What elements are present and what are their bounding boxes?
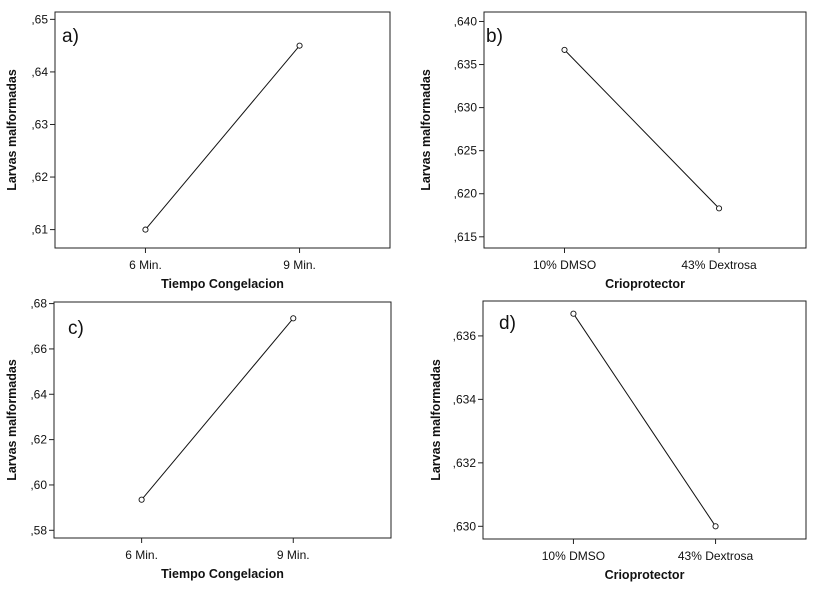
data-point xyxy=(138,496,145,503)
y-tick-label: ,63 xyxy=(31,117,48,131)
y-tick-label: ,640 xyxy=(454,14,478,28)
panel-letter: c) xyxy=(68,318,84,339)
y-tick-label: ,632 xyxy=(453,456,477,470)
x-axis-label: Crioprotector xyxy=(605,277,685,291)
chart-panel-3: ,58 ,60 ,62 ,64 ,66 ,68 6 Min. 9 Min. Tiempo Con… xyxy=(5,297,392,581)
y-tick-label: ,62 xyxy=(31,170,48,184)
plot-frame xyxy=(54,11,391,249)
y-tick-label: ,636 xyxy=(453,329,477,343)
y-tick-label: ,64 xyxy=(30,387,47,401)
series-line xyxy=(573,313,716,527)
x-tick-label: 43% Dextrosa xyxy=(678,549,754,563)
data-point xyxy=(712,523,719,530)
chart-panel-4: ,630 ,632 ,634 ,636 10% DMSO 43% Dextrosa Crio… xyxy=(429,300,807,582)
y-tick-label: ,60 xyxy=(30,478,47,492)
x-tick-label: 6 Min. xyxy=(125,548,158,562)
data-point xyxy=(290,315,297,322)
plot-frame xyxy=(483,11,807,249)
y-axis-label: Larvas malformadas xyxy=(419,69,433,191)
x-tick-label: 10% DMSO xyxy=(533,258,596,272)
data-point xyxy=(716,205,723,212)
y-tick-label: ,630 xyxy=(453,519,477,533)
chart-panel-2: ,615 ,620 ,625 ,630 ,635 ,640 10% DMSO 43% Dext… xyxy=(419,11,807,291)
y-tick-label: ,635 xyxy=(454,58,478,72)
y-tick-label: ,625 xyxy=(454,144,478,158)
data-point xyxy=(142,226,149,233)
x-tick-label: 9 Min. xyxy=(277,548,310,562)
y-axis-label: Larvas malformadas xyxy=(429,359,443,481)
panel-letter: b) xyxy=(486,26,503,47)
x-axis-label: Tiempo Congelacion xyxy=(161,567,284,581)
y-tick-label: ,61 xyxy=(31,223,48,237)
x-tick-label: 6 Min. xyxy=(129,258,162,272)
series-line xyxy=(145,45,300,230)
y-tick-label: ,620 xyxy=(454,187,478,201)
x-axis-label: Crioprotector xyxy=(605,568,685,582)
plot-frame xyxy=(482,300,807,540)
panel-letter: a) xyxy=(62,26,79,47)
data-point xyxy=(570,310,577,317)
y-axis-label: Larvas malformadas xyxy=(5,359,19,481)
x-tick-label: 9 Min. xyxy=(283,258,316,272)
data-point xyxy=(296,42,303,49)
panel-letter: d) xyxy=(499,313,516,334)
series-line xyxy=(564,49,720,209)
y-tick-label: ,64 xyxy=(31,65,48,79)
y-tick-label: ,65 xyxy=(31,12,48,26)
plot-frame xyxy=(53,301,392,539)
y-tick-label: ,66 xyxy=(30,342,47,356)
y-axis-label: Larvas malformadas xyxy=(5,69,19,191)
x-tick-label: 10% DMSO xyxy=(542,549,605,563)
y-tick-label: ,634 xyxy=(453,392,477,406)
data-point xyxy=(561,46,568,53)
chart-panel-1: ,61 ,62 ,63 ,64 ,65 6 Min. 9 Min. Tiempo Congel… xyxy=(5,11,391,291)
y-tick-label: ,62 xyxy=(30,433,47,447)
y-tick-label: ,615 xyxy=(454,230,478,244)
y-tick-label: ,630 xyxy=(454,101,478,115)
x-tick-label: 43% Dextrosa xyxy=(681,258,757,272)
x-axis-label: Tiempo Congelacion xyxy=(161,277,284,291)
y-tick-label: ,68 xyxy=(30,297,47,311)
y-tick-label: ,58 xyxy=(30,523,47,537)
series-line xyxy=(141,318,294,501)
